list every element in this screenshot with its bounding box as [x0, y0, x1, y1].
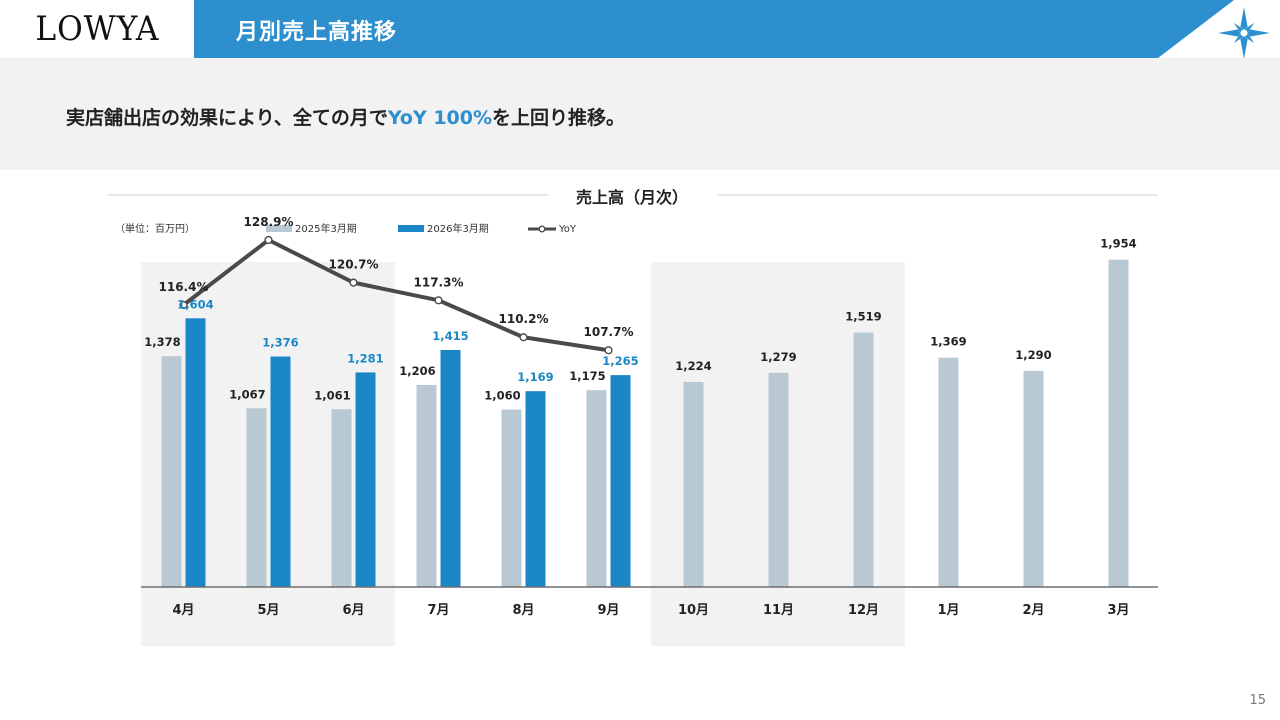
data-label-fy2026: 1,265: [602, 354, 638, 368]
legend-swatch-fy2026: [398, 225, 424, 232]
x-tick-label: 12月: [848, 603, 879, 618]
bar-fy2025: [683, 381, 704, 587]
legend-label-fy2026: 2026年3月期: [427, 222, 489, 235]
data-label-fy2026: 1,604: [177, 297, 213, 311]
yoy-point: [519, 333, 528, 342]
x-tick-label: 6月: [342, 603, 364, 618]
slide-title: 月別売上高推移: [236, 20, 398, 45]
yoy-data-label: 120.7%: [329, 258, 379, 272]
subtitle-after: を上回り推移。: [492, 107, 626, 129]
x-tick-label: 11月: [763, 603, 794, 618]
data-label-fy2026: 1,415: [432, 329, 468, 343]
x-tick-label: 3月: [1107, 603, 1129, 618]
x-tick-label: 9月: [597, 603, 619, 618]
data-label-fy2025: 1,067: [229, 387, 265, 401]
page-number: 15: [1249, 693, 1266, 708]
bar-fy2025: [938, 357, 959, 587]
bar-fy2025: [161, 356, 182, 587]
data-label-fy2026: 1,281: [347, 351, 383, 365]
bar-fy2026: [610, 375, 631, 587]
legend-swatch-fy2025: [266, 225, 292, 232]
data-label-fy2025: 1,369: [930, 335, 966, 349]
bar-fy2025: [331, 409, 352, 587]
yoy-data-label: 107.7%: [584, 325, 634, 339]
subtitle-band: [0, 58, 1280, 170]
data-label-fy2025: 1,519: [845, 310, 881, 324]
bar-fy2026: [525, 391, 546, 587]
data-label-fy2026: 1,376: [262, 336, 298, 350]
x-tick-label: 5月: [257, 603, 279, 618]
yoy-point: [264, 235, 273, 245]
bar-fy2025: [853, 332, 874, 587]
x-tick-label: 8月: [512, 603, 534, 618]
yoy-line: [182, 238, 609, 353]
legend-marker-yoy: [538, 225, 546, 233]
data-label-fy2025: 1,206: [399, 364, 435, 378]
bar-fy2025: [1023, 370, 1044, 587]
legend-label-yoy: YoY: [558, 224, 577, 235]
data-label-fy2025: 1,279: [760, 350, 796, 364]
subtitle: 実店舗出店の効果により、全ての月でYoY 100%を上回り推移。: [66, 103, 625, 130]
bar-fy2026: [270, 356, 291, 587]
yoy-data-label: 110.2%: [499, 312, 549, 326]
subtitle-before: 実店舗出店の効果により、全ての月で: [66, 107, 388, 129]
yoy-data-label: 128.9%: [244, 215, 294, 229]
bar-fy2026: [355, 372, 376, 587]
yoy-point: [434, 296, 443, 305]
legend-label-fy2025: 2025年3月期: [295, 222, 357, 235]
chart-title: 売上高（月次）: [576, 188, 688, 207]
x-tick-label: 7月: [427, 603, 449, 618]
logo-text: LOWYA: [35, 9, 159, 49]
data-label-fy2025: 1,378: [144, 335, 180, 349]
yoy-data-label: 117.3%: [414, 275, 464, 289]
subtitle-accent: YoY 100%: [387, 107, 493, 129]
x-tick-label: 2月: [1022, 603, 1044, 618]
data-label-fy2025: 1,954: [1100, 237, 1136, 251]
legend: 2025年3月期 2026年3月期 YoY: [266, 222, 577, 235]
logo: LOWYA: [0, 0, 194, 58]
data-label-fy2025: 1,290: [1015, 348, 1051, 362]
data-label-fy2025: 1,224: [675, 359, 711, 373]
unit-note: （単位：百万円）: [115, 222, 195, 235]
yoy-data-label: 116.4%: [159, 280, 209, 294]
x-tick-label: 4月: [172, 603, 194, 618]
bar-fy2026: [440, 349, 461, 587]
bar-fy2026: [185, 318, 206, 587]
yoy-point: [604, 346, 613, 355]
bar-fy2025: [586, 390, 607, 587]
yoy-point: [179, 300, 188, 310]
data-label-fy2025: 1,061: [314, 388, 350, 402]
bar-fy2025: [768, 372, 789, 587]
bar-fy2025: [501, 409, 522, 587]
compass-star-icon: [1218, 7, 1270, 58]
bar-fy2025: [246, 408, 267, 587]
data-label-fy2025: 1,060: [484, 388, 520, 402]
bar-fy2025: [416, 384, 437, 587]
data-label-fy2026: 1,169: [517, 370, 553, 384]
title-band: [194, 0, 1270, 58]
x-tick-label: 10月: [678, 603, 709, 618]
x-tick-label: 1月: [937, 603, 959, 618]
data-label-fy2025: 1,175: [569, 369, 605, 383]
yoy-point: [349, 278, 358, 287]
bar-fy2025: [1108, 259, 1129, 587]
